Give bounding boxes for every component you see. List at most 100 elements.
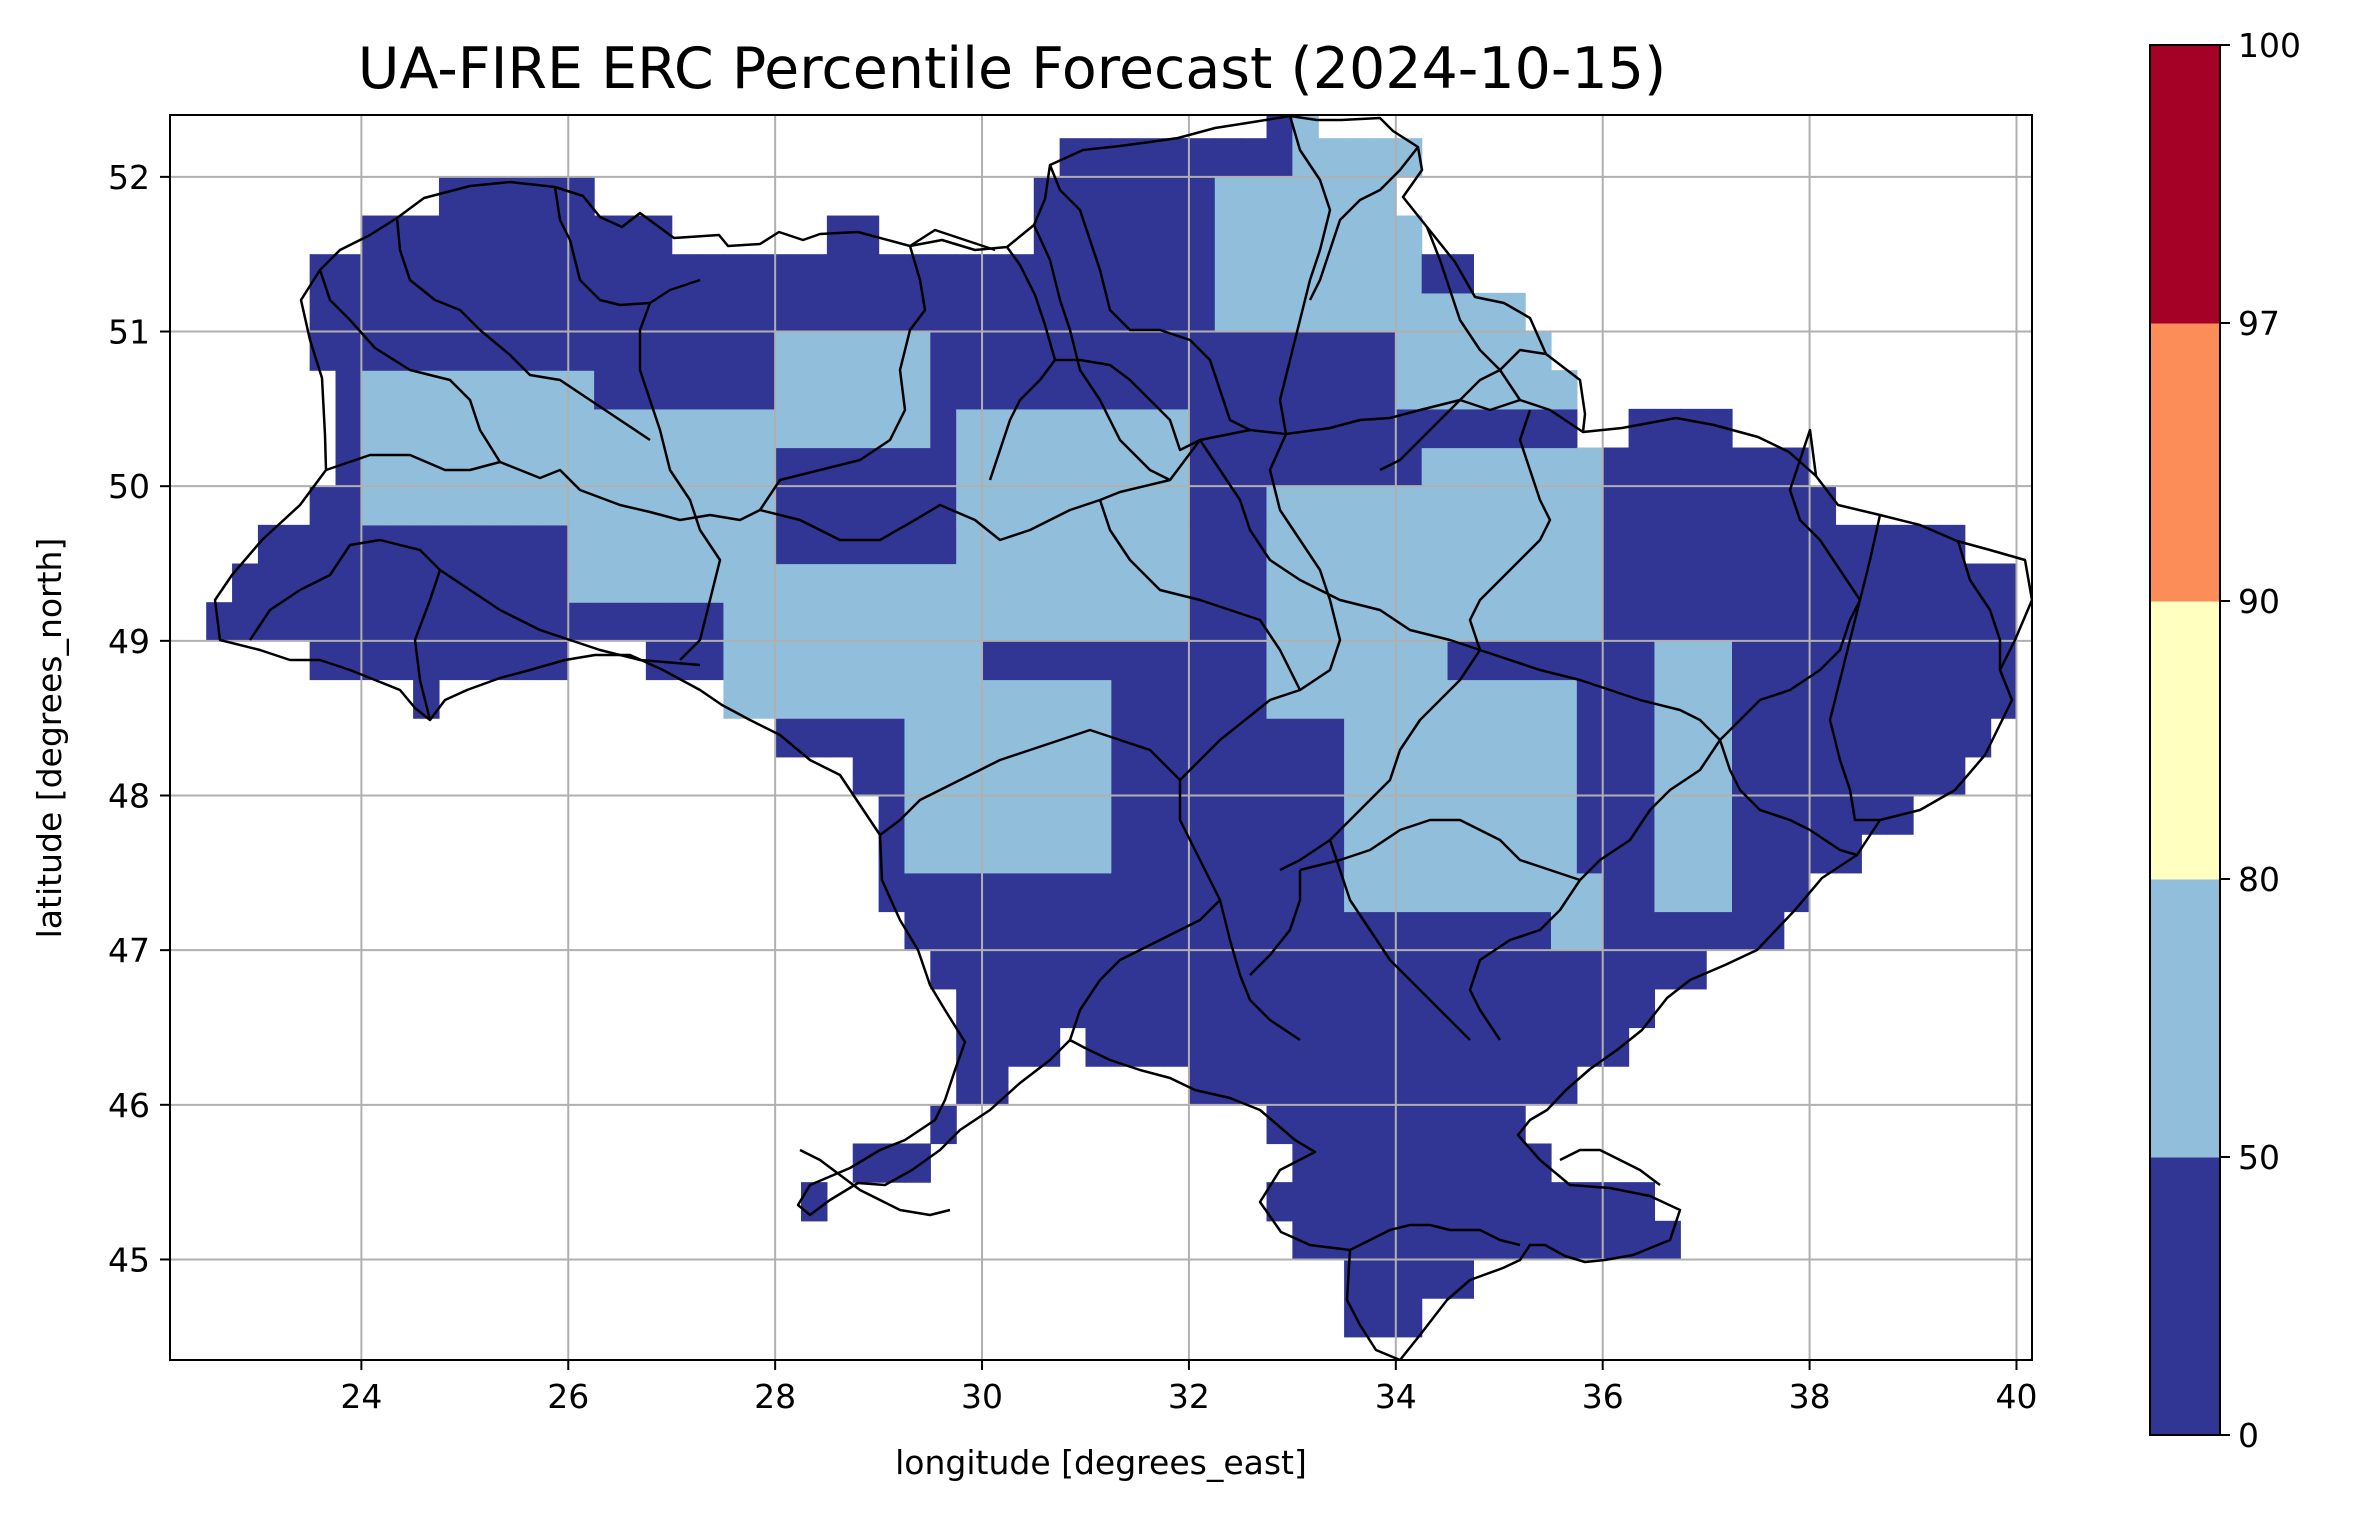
percentile-cell (1344, 795, 1371, 835)
percentile-cell (1111, 795, 1138, 835)
percentile-cell (697, 486, 725, 526)
percentile-cell (1318, 176, 1345, 217)
percentile-cell (594, 602, 621, 642)
percentile-cell (723, 331, 750, 371)
percentile-cell (1706, 795, 1733, 835)
percentile-cell (1318, 331, 1345, 371)
percentile-cell (1188, 795, 1216, 835)
percentile-cell (1033, 718, 1061, 758)
percentile-cell (1938, 602, 1966, 642)
percentile-cell (361, 215, 388, 255)
percentile-cell (1680, 602, 1707, 642)
percentile-cell (749, 679, 776, 719)
percentile-cell (1266, 408, 1293, 449)
percentile-cell (1369, 486, 1397, 526)
percentile-cell (490, 370, 518, 410)
percentile-cell (1266, 988, 1293, 1029)
percentile-cell (413, 331, 440, 371)
percentile-cell (387, 563, 414, 603)
percentile-cell (1007, 447, 1035, 487)
percentile-cell (1421, 331, 1449, 371)
percentile-cell (1499, 1182, 1526, 1222)
percentile-cell (1369, 950, 1397, 990)
percentile-cell (1266, 834, 1293, 874)
percentile-cell (1369, 138, 1397, 178)
percentile-cell (1550, 718, 1578, 758)
percentile-cell (1007, 1027, 1035, 1067)
percentile-cell (1680, 640, 1707, 681)
percentile-cell (801, 486, 828, 526)
percentile-cell (1369, 1027, 1397, 1067)
percentile-cell (387, 408, 414, 449)
percentile-cell (878, 602, 906, 642)
percentile-cell (1214, 215, 1242, 255)
percentile-cell (1292, 872, 1319, 913)
percentile-cell (1188, 447, 1216, 487)
percentile-cell (956, 950, 983, 990)
percentile-cell (1628, 872, 1656, 913)
percentile-cell (1421, 718, 1449, 758)
percentile-cell (956, 524, 983, 565)
percentile-cell (1033, 1027, 1061, 1067)
percentile-cell (413, 254, 440, 294)
percentile-cell (1783, 602, 1811, 642)
percentile-cell (619, 254, 647, 294)
percentile-cell (1344, 447, 1371, 487)
percentile-cell (1137, 524, 1164, 565)
percentile-cell (1421, 292, 1449, 333)
percentile-cell (335, 447, 362, 487)
percentile-cell (413, 524, 440, 565)
percentile-cell (1783, 524, 1811, 565)
percentile-cell (1680, 756, 1707, 797)
percentile-cell (1421, 1143, 1449, 1183)
map-area[interactable] (170, 100, 2032, 1360)
percentile-cell (1938, 640, 1966, 681)
percentile-cell (1525, 1182, 1552, 1222)
percentile-cell (1887, 640, 1914, 681)
percentile-cell (1111, 679, 1138, 719)
percentile-cell (1292, 254, 1319, 294)
percentile-cell (1654, 911, 1681, 951)
percentile-cell (1240, 486, 1268, 526)
percentile-cell (413, 215, 440, 255)
percentile-cell (335, 254, 362, 294)
percentile-cell (1240, 602, 1268, 642)
percentile-cell (1861, 679, 1888, 719)
percentile-cell (1809, 756, 1837, 797)
percentile-cell (516, 640, 543, 681)
percentile-cell (1395, 911, 1423, 951)
percentile-cell (982, 486, 1009, 526)
percentile-cell (1861, 640, 1888, 681)
percentile-cell (1163, 138, 1190, 178)
percentile-cell (1602, 679, 1630, 719)
percentile-cell (1654, 679, 1681, 719)
percentile-cell (1447, 795, 1474, 835)
percentile-cell (697, 640, 725, 681)
colorbar-segment (2150, 879, 2220, 1158)
percentile-cell (490, 408, 518, 449)
percentile-cell (1576, 1220, 1604, 1261)
percentile-cell (1033, 872, 1061, 913)
percentile-cell (1680, 911, 1707, 951)
percentile-cell (956, 718, 983, 758)
percentile-cell (1137, 254, 1164, 294)
percentile-cell (826, 602, 854, 642)
percentile-cell (1111, 834, 1138, 874)
percentile-cell (1421, 911, 1449, 951)
percentile-cell (1706, 640, 1733, 681)
percentile-cell (1447, 524, 1474, 565)
percentile-cell (1188, 834, 1216, 874)
percentile-cell (1550, 370, 1578, 410)
percentile-cell (1550, 563, 1578, 603)
percentile-cell (1188, 254, 1216, 294)
percentile-cell (1111, 756, 1138, 797)
percentile-cell (1111, 254, 1138, 294)
percentile-cell (1809, 795, 1837, 835)
percentile-cell (1344, 524, 1371, 565)
percentile-cell (1188, 563, 1216, 603)
percentile-cell (1421, 795, 1449, 835)
percentile-cell (1990, 679, 2018, 719)
percentile-cell (723, 524, 750, 565)
percentile-cell (1059, 911, 1087, 951)
percentile-cell (1525, 679, 1552, 719)
